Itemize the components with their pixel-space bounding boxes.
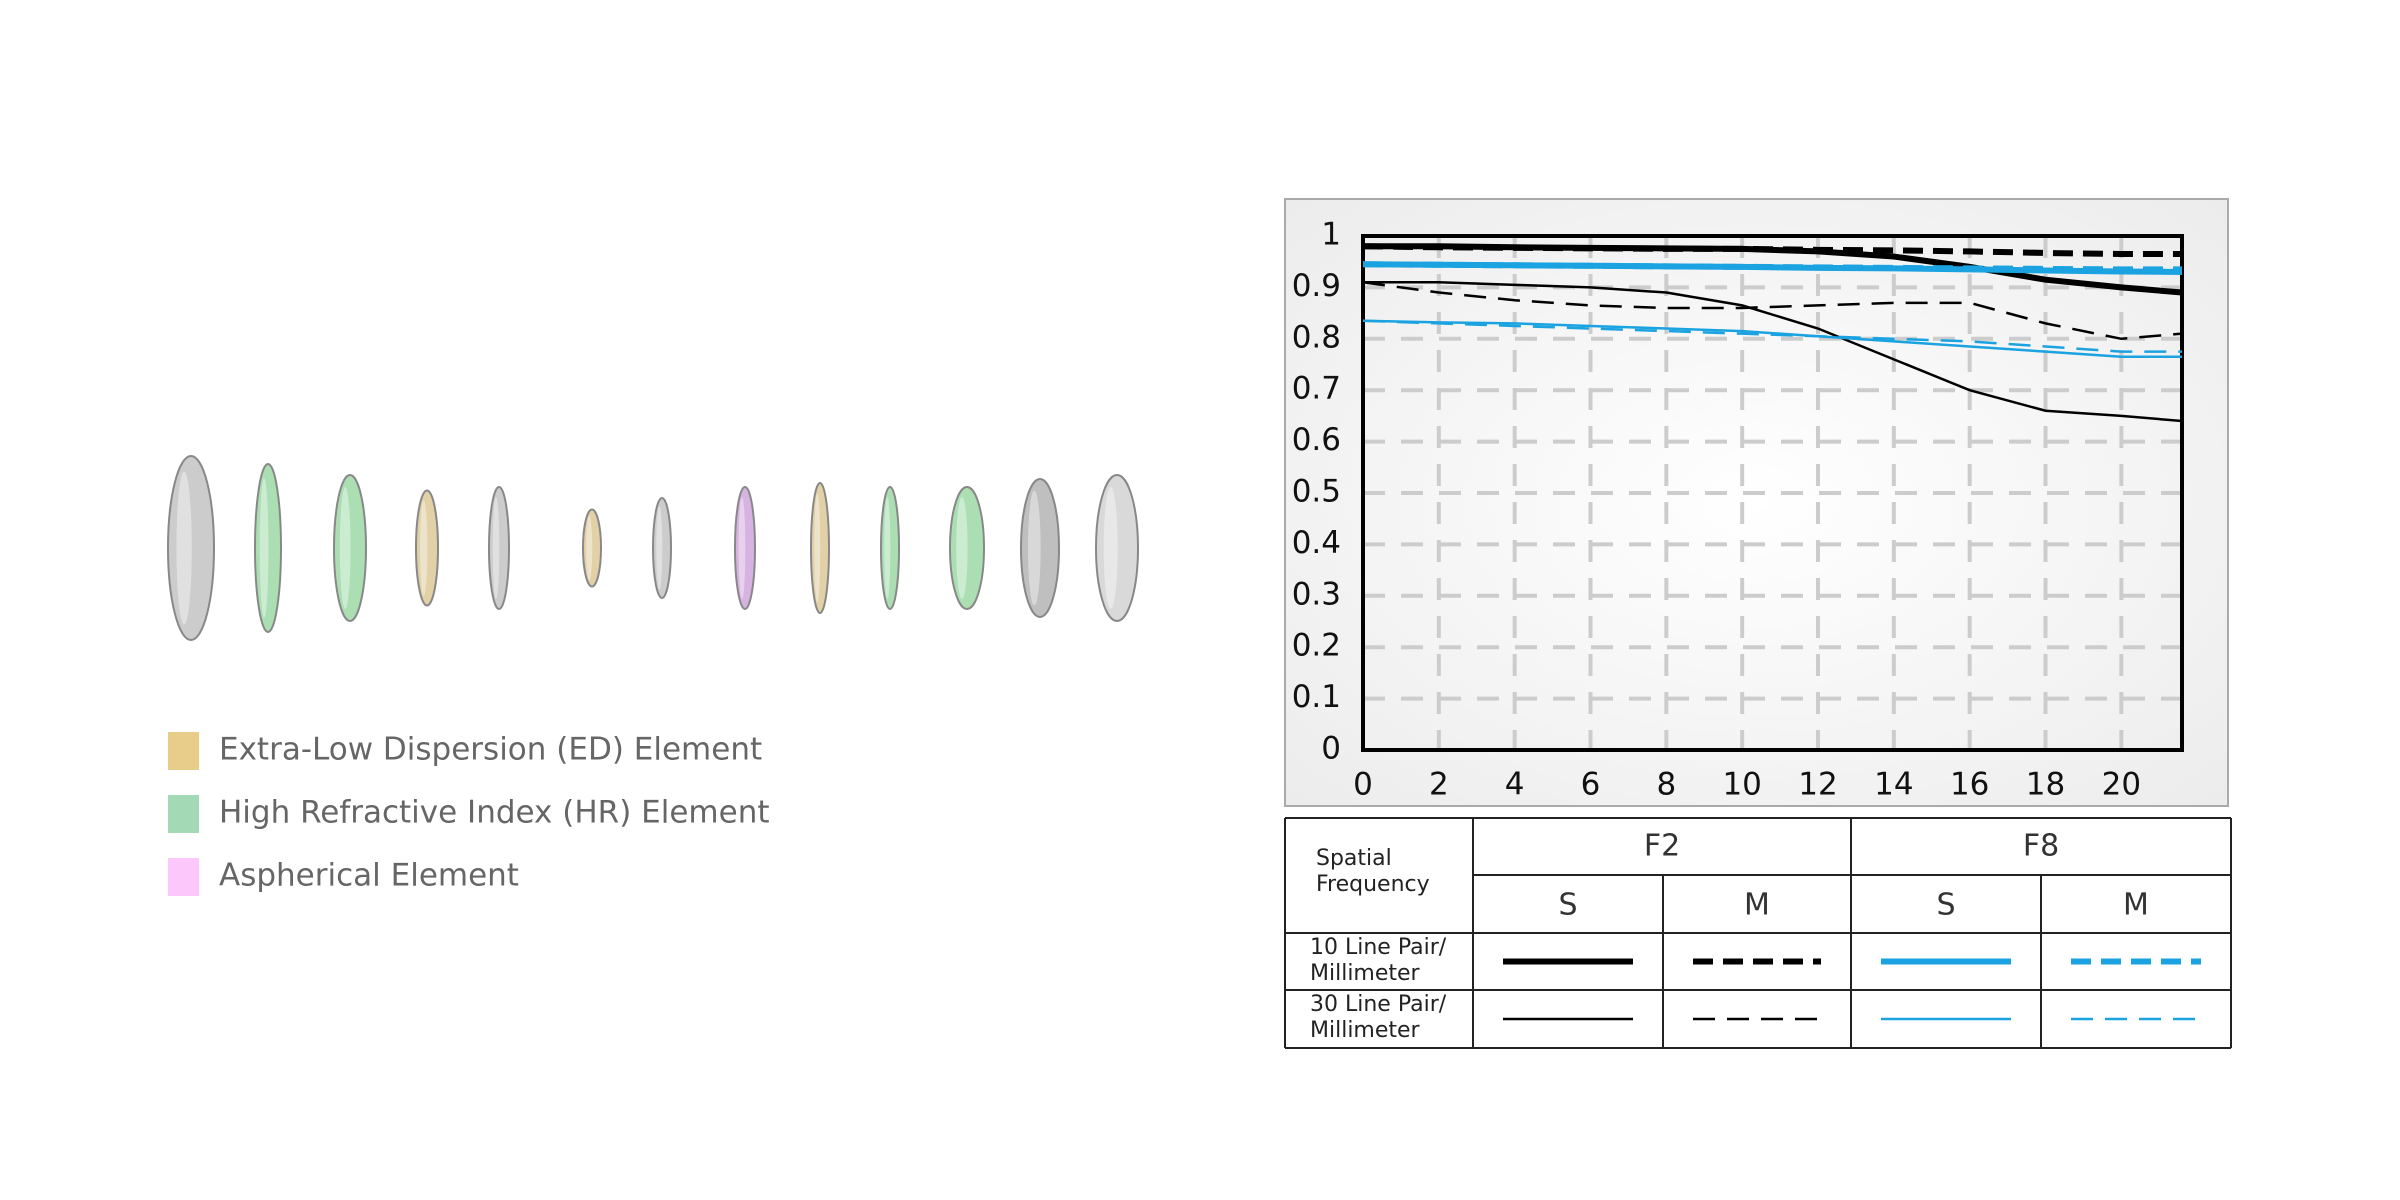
y-tick-label: 1 bbox=[1321, 217, 1341, 253]
table-row-label: Millimeter bbox=[1310, 1018, 1421, 1043]
mtf-line bbox=[1363, 281, 2183, 423]
lens-element bbox=[254, 463, 282, 633]
x-tick-label: 4 bbox=[1505, 767, 1525, 803]
x-tick-label: 8 bbox=[1656, 767, 1676, 803]
lens-highlight bbox=[956, 497, 968, 599]
mtf-line bbox=[1362, 281, 2183, 341]
lens-element bbox=[949, 486, 985, 610]
table-corner: Spatial bbox=[1316, 846, 1392, 871]
x-tick-label: 0 bbox=[1353, 767, 1373, 803]
y-tick-label: 0.7 bbox=[1292, 371, 1341, 407]
table-subheader: S bbox=[1558, 888, 1577, 923]
x-tick-label: 14 bbox=[1874, 767, 1913, 803]
plot-frame bbox=[1361, 234, 2184, 752]
mtf-line bbox=[1362, 243, 2182, 257]
legend-swatch bbox=[168, 858, 199, 896]
legend-swatch bbox=[168, 732, 199, 770]
lens-element bbox=[415, 489, 439, 607]
x-tick-label: 2 bbox=[1429, 767, 1449, 803]
table-row-label: 10 Line Pair/ bbox=[1310, 935, 1447, 960]
table-subheader: M bbox=[2123, 888, 2149, 923]
lens-element bbox=[333, 474, 367, 622]
lens-element bbox=[488, 486, 510, 610]
lens-element bbox=[582, 508, 602, 588]
table-row-label: Millimeter bbox=[1310, 961, 1421, 986]
table-subheader: M bbox=[1744, 888, 1770, 923]
table-subheader: S bbox=[1936, 888, 1955, 923]
lens-highlight bbox=[339, 487, 351, 609]
y-tick-label: 0.2 bbox=[1292, 628, 1341, 664]
lens-highlight bbox=[586, 515, 593, 581]
table-group: F2 bbox=[1644, 829, 1680, 864]
y-tick-label: 0.6 bbox=[1292, 422, 1341, 458]
legend-label: Extra-Low Dispersion (ED) Element bbox=[219, 732, 762, 768]
lens-element bbox=[734, 486, 756, 610]
y-tick-label: 0.1 bbox=[1292, 679, 1341, 715]
lens-element bbox=[167, 455, 215, 641]
y-tick-label: 0.4 bbox=[1292, 525, 1341, 561]
lens-element bbox=[652, 497, 672, 599]
y-tick-label: 0.5 bbox=[1292, 474, 1341, 510]
mtf-line bbox=[1362, 261, 2182, 273]
y-tick-label: 0.9 bbox=[1292, 268, 1341, 304]
table-corner: Frequency bbox=[1316, 872, 1430, 897]
lens-element bbox=[1020, 478, 1060, 618]
lens-highlight bbox=[1103, 487, 1118, 609]
y-tick-label: 0.8 bbox=[1292, 319, 1341, 355]
legend-swatch bbox=[168, 795, 199, 833]
table-group: F8 bbox=[2023, 829, 2059, 864]
lens-highlight bbox=[738, 497, 746, 599]
lens-element bbox=[880, 486, 900, 610]
mtf-line bbox=[1362, 319, 2182, 353]
lens-element bbox=[810, 482, 830, 614]
lens-highlight bbox=[656, 506, 663, 590]
lens-highlight bbox=[492, 497, 500, 599]
y-tick-label: 0.3 bbox=[1292, 576, 1341, 612]
chart-panel bbox=[1284, 198, 2229, 807]
x-tick-label: 20 bbox=[2102, 767, 2141, 803]
mtf-line bbox=[1362, 319, 2182, 359]
lens-highlight bbox=[176, 471, 192, 625]
lens-highlight bbox=[814, 493, 821, 603]
x-tick-label: 10 bbox=[1722, 767, 1761, 803]
y-tick-label: 0 bbox=[1321, 731, 1341, 767]
x-tick-label: 6 bbox=[1581, 767, 1601, 803]
lens-highlight bbox=[420, 500, 428, 596]
lens-element bbox=[1095, 474, 1139, 622]
lens-highlight bbox=[259, 478, 269, 618]
x-tick-label: 16 bbox=[1950, 767, 1989, 803]
lens-highlight bbox=[1027, 490, 1041, 606]
legend-label: Aspherical Element bbox=[219, 858, 519, 894]
table-row-label: 30 Line Pair/ bbox=[1310, 992, 1447, 1017]
lens-highlight bbox=[884, 497, 891, 599]
legend-label: High Refractive Index (HR) Element bbox=[219, 795, 770, 831]
x-tick-label: 18 bbox=[2026, 767, 2065, 803]
x-tick-label: 12 bbox=[1798, 767, 1837, 803]
